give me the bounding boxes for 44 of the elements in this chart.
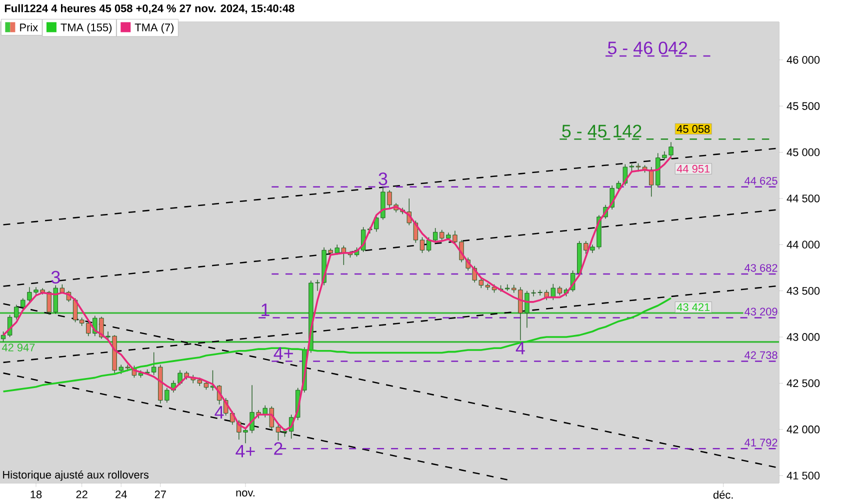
candlestick: [557, 286, 562, 296]
y-tick-label: 42 500: [786, 379, 820, 388]
data-label: 44 951: [676, 164, 710, 173]
annotation: 4+: [274, 347, 293, 360]
data-label: 43 421: [676, 303, 710, 312]
x-tick-label: 18: [30, 490, 42, 498]
candlestick: [0, 331, 6, 342]
data-label: 43 209: [744, 308, 778, 316]
data-label: 44 625: [744, 176, 778, 185]
y-tick-label: 43 500: [786, 286, 820, 295]
annotation: Historique ajusté aux rollovers: [3, 470, 149, 481]
annotation: 2: [274, 442, 282, 455]
y-tick-label: 43 000: [786, 333, 820, 341]
annotation: 5 - 45 142: [562, 124, 642, 138]
y-tick-label: 42 000: [786, 426, 820, 434]
annotation: 3: [51, 270, 60, 284]
data-label: 42 738: [744, 351, 778, 360]
candlestick: [432, 228, 438, 242]
candlestick: [420, 236, 425, 254]
ref-line-label: 42 947: [2, 344, 35, 352]
legend-label: TMA (7): [134, 23, 174, 34]
data-label: 43 682: [744, 264, 778, 272]
x-tick-label: 22: [76, 490, 88, 498]
annotation: 5 - 46 042: [608, 42, 688, 54]
annotation: 4+: [236, 444, 255, 458]
y-tick-label: 44 000: [786, 240, 820, 249]
legend-label: Prix: [20, 23, 38, 32]
annotation: 3: [378, 172, 388, 186]
x-tick-label: 27: [154, 490, 166, 498]
legend-label: TMA (155): [60, 23, 112, 34]
y-tick-label: 46 000: [786, 56, 820, 64]
candlestick: [276, 424, 281, 441]
y-tick-label: 45 500: [786, 102, 820, 110]
annotation: 4: [214, 406, 224, 419]
annotation: 4: [516, 342, 525, 354]
x-tick-label: 24: [116, 490, 127, 498]
x-tick-label: déc.: [713, 490, 733, 499]
y-tick-label: 41 500: [786, 472, 820, 480]
chart-title: Full1224 4 heures 45 058 +0,24 % 27 nov. 2024, 15:40:48: [4, 4, 294, 14]
x-tick-label: nov.: [236, 490, 254, 497]
y-tick-label: 44 500: [786, 194, 820, 202]
y-tick-label: 45 000: [786, 148, 820, 156]
text: 45 058: [676, 125, 710, 133]
data-label: 41 792: [744, 438, 778, 446]
